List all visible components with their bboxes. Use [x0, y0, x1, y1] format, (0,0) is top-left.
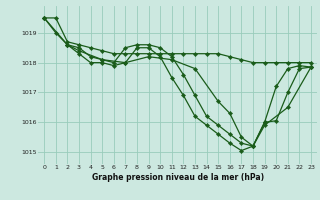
X-axis label: Graphe pression niveau de la mer (hPa): Graphe pression niveau de la mer (hPa): [92, 173, 264, 182]
